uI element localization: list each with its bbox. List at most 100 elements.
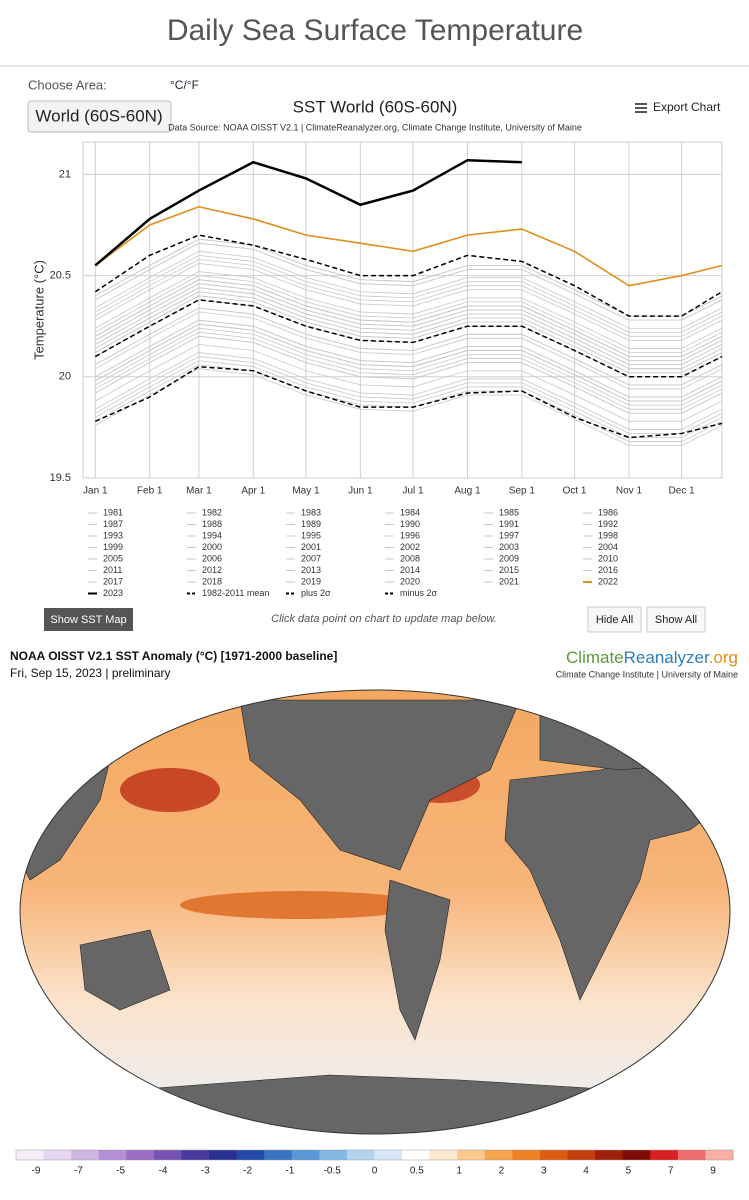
unit-toggle[interactable]: °C/°F [170,78,199,92]
legend-label[interactable]: 2022 [598,576,618,586]
legend-label[interactable]: 1982-2011 mean [202,588,269,598]
anomaly-band [120,768,220,812]
series-line [95,295,723,374]
series-line [95,254,723,333]
colorbar-swatch [539,1150,569,1160]
legend-label[interactable]: 1985 [499,507,519,517]
colorbar-swatch [181,1150,210,1160]
legend-label[interactable]: 2003 [499,542,519,552]
x-tick-label: Jul 1 [402,486,424,497]
legend-label[interactable]: 2014 [400,565,420,575]
colorbar-label: -2 [243,1166,252,1177]
hide-all-button[interactable] [587,606,642,633]
legend-label[interactable]: 1989 [301,519,321,529]
legend-label[interactable]: 1984 [400,507,420,517]
chart-title: SST World (60S-60N) [293,97,458,116]
colorbar-swatch [153,1150,182,1160]
colorbar-swatch [622,1150,651,1160]
legend-label[interactable]: 2020 [400,576,420,586]
y-tick-label: 21 [59,168,71,180]
colorbar-label: -0.5 [324,1166,342,1177]
legend-label[interactable]: 1995 [301,530,321,540]
legend-label[interactable]: 2021 [499,576,519,586]
legend-label[interactable]: 1992 [598,519,618,529]
x-tick-label: Aug 1 [454,486,481,497]
logo-part: .org [709,648,738,667]
legend-label[interactable]: 1999 [103,542,123,552]
colorbar-label: 5 [626,1166,632,1177]
colorbar-swatch [677,1150,706,1160]
series-line [94,234,723,317]
legend-label[interactable]: 2008 [400,553,420,563]
series-line [95,287,723,366]
legend-label[interactable]: 2005 [103,553,123,563]
legend-label[interactable]: 2023 [103,588,123,598]
colorbar-label: 9 [710,1166,716,1177]
x-tick-label: Jan 1 [83,486,108,497]
show-map-label[interactable]: Show SST Map [50,614,126,626]
series-line [95,279,723,357]
legend-label[interactable]: 2012 [202,565,222,575]
legend-label[interactable]: 2006 [202,553,222,563]
colorbar-label: -1 [285,1166,294,1177]
logo: ClimateReanalyzer.org [566,648,738,667]
show-all-label[interactable]: Show All [655,614,697,626]
series-line [95,319,723,398]
legend-label[interactable]: 1988 [202,519,222,529]
colorbar-swatch [319,1150,348,1160]
legend-label[interactable]: plus 2σ [301,588,331,598]
chart-subtitle: Data Source: NOAA OISST V2.1 | ClimateRe… [168,122,582,132]
area-button[interactable] [27,100,172,133]
series-line [95,263,723,341]
legend-label[interactable]: 1986 [598,507,618,517]
hide-all-label[interactable]: Hide All [596,614,633,626]
anomaly-map[interactable] [20,690,730,1135]
series-line [95,323,723,402]
legend-label[interactable]: 1994 [202,530,222,540]
legend-label[interactable]: 2016 [598,565,618,575]
show-map-button[interactable] [44,608,133,631]
x-tick-label: Dec 1 [669,486,696,497]
legend-label[interactable]: minus 2σ [400,588,438,598]
anomaly-band [180,891,420,919]
legend-label[interactable]: 1996 [400,530,420,540]
legend-label[interactable]: 2011 [103,565,122,575]
series-line [94,299,723,378]
show-all-button[interactable] [646,606,706,633]
export-icon[interactable] [635,103,647,113]
colorbar-swatch [374,1150,403,1160]
legend-label[interactable]: 1997 [499,530,519,540]
legend-label[interactable]: 1983 [301,507,321,517]
legend-label[interactable]: 2015 [499,565,519,575]
legend-label[interactable]: 2017 [103,576,123,586]
legend-label[interactable]: 2018 [202,576,222,586]
legend-label[interactable]: 2010 [598,553,618,563]
legend-label[interactable]: 2007 [301,553,321,563]
legend-label[interactable]: 1998 [598,530,618,540]
area-button-label[interactable]: World (60S-60N) [35,106,162,125]
legend-label[interactable]: 2002 [400,542,420,552]
legend-label[interactable]: 1990 [400,519,420,529]
legend-label[interactable]: 1987 [103,519,123,529]
x-tick-label: Jun 1 [348,486,373,497]
legend-label[interactable]: 1981 [103,507,123,517]
legend-label[interactable]: 1982 [202,507,222,517]
legend-label[interactable]: 2009 [499,553,519,563]
colorbar-swatch [291,1150,320,1160]
x-tick-label: Apr 1 [241,486,265,497]
legend-label[interactable]: 2019 [301,576,321,586]
colorbar-swatch [402,1150,431,1160]
colorbar-label: 2 [499,1166,505,1177]
export-button[interactable]: Export Chart [653,100,721,114]
legend-label[interactable]: 2013 [301,565,321,575]
legend-label[interactable]: 2001 [301,542,321,552]
x-tick-label: Nov 1 [616,486,643,497]
legend-label[interactable]: 1991 [499,519,519,529]
colorbar-label: -9 [32,1166,41,1177]
legend-label[interactable]: 2004 [598,542,618,552]
colorbar-label: 0 [372,1166,378,1177]
legend-label[interactable]: 2000 [202,542,222,552]
legend-label[interactable]: 1993 [103,530,123,540]
colorbar-swatch [71,1150,100,1160]
colorbar-swatch [43,1150,72,1160]
